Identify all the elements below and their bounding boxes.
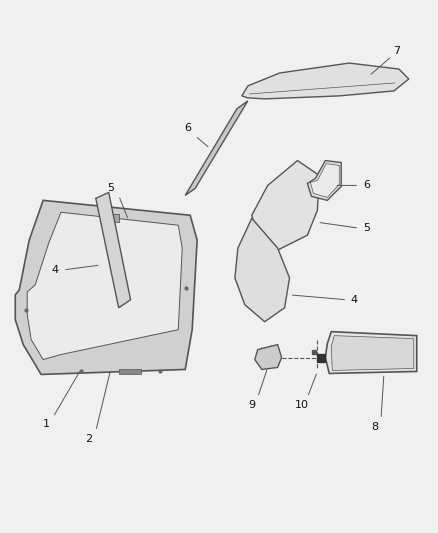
Text: 10: 10: [294, 400, 308, 410]
Text: 4: 4: [52, 265, 59, 275]
Text: 6: 6: [185, 123, 192, 133]
Text: 1: 1: [42, 419, 49, 429]
Text: 8: 8: [371, 422, 378, 432]
Polygon shape: [255, 345, 282, 369]
Polygon shape: [307, 160, 341, 200]
Text: 7: 7: [393, 46, 400, 56]
Text: 5: 5: [107, 183, 114, 193]
Polygon shape: [235, 218, 290, 322]
Polygon shape: [242, 63, 409, 99]
Polygon shape: [101, 214, 119, 222]
Polygon shape: [27, 212, 182, 360]
Polygon shape: [331, 336, 414, 370]
Polygon shape: [15, 200, 197, 375]
Polygon shape: [311, 164, 339, 197]
Polygon shape: [325, 332, 417, 374]
Polygon shape: [96, 192, 131, 308]
Text: 4: 4: [350, 295, 358, 305]
Polygon shape: [185, 101, 248, 196]
Text: 2: 2: [85, 434, 92, 444]
Text: 5: 5: [364, 223, 371, 233]
Polygon shape: [252, 160, 319, 250]
Polygon shape: [119, 369, 141, 375]
Text: 6: 6: [364, 181, 371, 190]
Text: 9: 9: [248, 400, 255, 410]
